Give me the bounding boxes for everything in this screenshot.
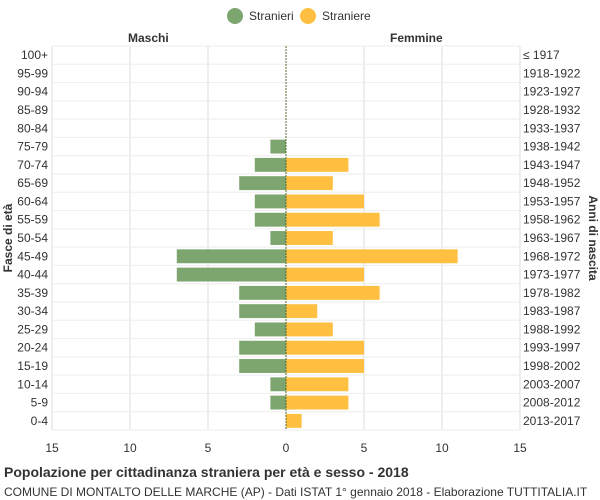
bar-male bbox=[239, 176, 286, 191]
x-tick-label: 0 bbox=[283, 441, 290, 455]
bar-male bbox=[254, 157, 286, 172]
y-axis-title-left: Fasce di età bbox=[1, 203, 15, 272]
bar-male bbox=[254, 322, 286, 337]
birth-year-label: 2008-2012 bbox=[523, 396, 581, 410]
x-tick-label: 15 bbox=[45, 441, 59, 455]
bar-female bbox=[286, 413, 302, 428]
birth-year-label: 1973-1977 bbox=[523, 268, 581, 282]
bar-female bbox=[286, 322, 333, 337]
x-tick-label: 15 bbox=[513, 441, 527, 455]
age-group-label: 75-79 bbox=[17, 140, 48, 154]
bar-male bbox=[270, 139, 286, 154]
bar-female bbox=[286, 377, 349, 392]
age-group-label: 10-14 bbox=[17, 377, 48, 391]
birth-year-label: 1938-1942 bbox=[523, 140, 581, 154]
birth-year-label: 1983-1987 bbox=[523, 304, 581, 318]
birth-year-label: 1918-1922 bbox=[523, 66, 581, 80]
bar-female bbox=[286, 395, 349, 410]
birth-year-label: 1928-1932 bbox=[523, 103, 581, 117]
age-group-label: 35-39 bbox=[17, 286, 48, 300]
bar-male bbox=[254, 212, 286, 227]
bar-male bbox=[270, 231, 286, 245]
birth-year-label: 1963-1967 bbox=[523, 231, 581, 245]
age-group-label: 65-69 bbox=[17, 176, 48, 190]
bar-male bbox=[239, 285, 286, 300]
age-group-label: 55-59 bbox=[17, 213, 48, 227]
bar-female bbox=[286, 285, 380, 300]
males-label: Maschi bbox=[128, 31, 169, 45]
bar-female bbox=[286, 176, 333, 191]
age-group-label: 70-74 bbox=[17, 158, 48, 172]
age-group-label: 100+ bbox=[21, 48, 48, 62]
birth-year-label: 2003-2007 bbox=[523, 377, 581, 391]
x-tick-label: 10 bbox=[435, 441, 449, 455]
birth-year-label: 1943-1947 bbox=[523, 158, 581, 172]
bar-female bbox=[286, 212, 380, 227]
x-tick-label: 10 bbox=[123, 441, 137, 455]
legend-item-stranieri: Stranieri bbox=[227, 6, 294, 26]
bar-female bbox=[286, 194, 364, 209]
birth-year-label: 1993-1997 bbox=[523, 341, 581, 355]
age-group-label: 85-89 bbox=[17, 103, 48, 117]
birth-year-label: 1958-1962 bbox=[523, 213, 581, 227]
birth-year-label: 1923-1927 bbox=[523, 85, 581, 99]
birth-year-label: 1968-1972 bbox=[523, 249, 581, 263]
legend: Stranieri Straniere bbox=[0, 6, 600, 26]
females-label: Femmine bbox=[390, 31, 443, 45]
age-group-label: 15-19 bbox=[17, 359, 48, 373]
x-tick-label: 5 bbox=[205, 441, 212, 455]
chart-subtitle: COMUNE DI MONTALTO DELLE MARCHE (AP) - D… bbox=[4, 485, 588, 499]
legend-swatch-stranieri bbox=[227, 8, 243, 24]
bar-female bbox=[286, 157, 349, 172]
bar-male bbox=[239, 340, 286, 355]
age-group-label: 90-94 bbox=[17, 85, 48, 99]
bar-female bbox=[286, 231, 333, 245]
bar-male bbox=[270, 395, 286, 410]
bar-male bbox=[176, 267, 286, 282]
age-group-label: 25-29 bbox=[17, 322, 48, 336]
age-group-label: 0-4 bbox=[31, 414, 49, 428]
bar-female bbox=[286, 359, 364, 373]
birth-year-label: 1933-1937 bbox=[523, 121, 581, 135]
y-axis-title-right: Anni di nascita bbox=[586, 195, 600, 281]
birth-year-label: 1988-1992 bbox=[523, 322, 581, 336]
bar-female bbox=[286, 249, 458, 264]
age-group-label: 80-84 bbox=[17, 121, 48, 135]
bar-male bbox=[239, 359, 286, 373]
legend-swatch-straniere bbox=[300, 8, 316, 24]
legend-item-straniere: Straniere bbox=[300, 6, 371, 26]
bar-male bbox=[176, 249, 286, 264]
age-group-label: 50-54 bbox=[17, 231, 48, 245]
bar-male bbox=[254, 194, 286, 209]
age-group-label: 95-99 bbox=[17, 66, 48, 80]
birth-year-label: 1953-1957 bbox=[523, 194, 581, 208]
age-group-label: 20-24 bbox=[17, 341, 48, 355]
legend-label-stranieri: Stranieri bbox=[249, 9, 294, 23]
chart-title: Popolazione per cittadinanza straniera p… bbox=[4, 464, 409, 480]
age-group-label: 40-44 bbox=[17, 268, 48, 282]
legend-label-straniere: Straniere bbox=[322, 9, 371, 23]
age-group-label: 60-64 bbox=[17, 194, 48, 208]
age-group-label: 5-9 bbox=[31, 396, 49, 410]
birth-year-label: ≤ 1917 bbox=[523, 48, 560, 62]
bar-female bbox=[286, 267, 364, 282]
bar-female bbox=[286, 340, 364, 355]
birth-year-label: 1978-1982 bbox=[523, 286, 581, 300]
bar-male bbox=[239, 304, 286, 319]
bar-female bbox=[286, 304, 318, 319]
x-tick-label: 5 bbox=[361, 441, 368, 455]
bar-male bbox=[270, 377, 286, 392]
birth-year-label: 1998-2002 bbox=[523, 359, 581, 373]
age-group-label: 45-49 bbox=[17, 249, 48, 263]
population-pyramid-chart: 100+ ≤ 1917 95-99 1918-1922 90-94 1923-1927 85… bbox=[1, 45, 600, 455]
birth-year-label: 2013-2017 bbox=[523, 414, 581, 428]
age-group-label: 30-34 bbox=[17, 304, 48, 318]
birth-year-label: 1948-1952 bbox=[523, 176, 581, 190]
